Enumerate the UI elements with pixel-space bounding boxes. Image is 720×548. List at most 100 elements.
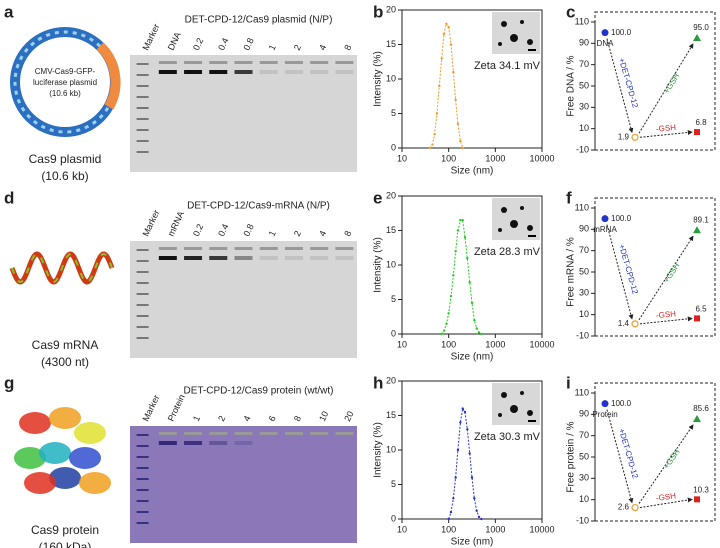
ladder-band — [136, 304, 149, 306]
x-tick-label: 100 — [441, 153, 456, 163]
tem-particle — [510, 34, 518, 42]
size-point — [470, 476, 474, 479]
ladder-band — [136, 522, 149, 524]
arrow-label: +GSH — [662, 447, 682, 470]
tem-particle — [527, 410, 533, 416]
y-tick-label: 10 — [579, 494, 589, 504]
x-tick-label: 1000 — [485, 153, 505, 163]
tem-particle — [498, 42, 502, 46]
well — [184, 247, 203, 250]
size-point — [456, 229, 460, 232]
panel-label: f — [566, 188, 572, 207]
size-point — [461, 407, 464, 410]
lane-label: 8 — [342, 229, 353, 238]
well — [284, 61, 303, 64]
lane-label: 4 — [317, 43, 328, 52]
data-point — [694, 129, 700, 136]
lane-label: mRNA — [166, 210, 186, 238]
data-point — [693, 34, 701, 41]
tem-inset — [492, 12, 540, 54]
value-label: 89.1 — [693, 215, 709, 224]
size-point — [449, 43, 453, 46]
arrow — [606, 224, 634, 320]
size-point — [447, 517, 450, 521]
arrow — [639, 316, 693, 325]
y-tick-label: 10 — [386, 444, 396, 454]
protein-domain — [49, 407, 81, 429]
well — [310, 247, 329, 250]
well — [259, 61, 278, 64]
arrow — [606, 38, 634, 134]
size-point — [463, 236, 467, 239]
protein-domain — [19, 412, 51, 434]
plasmid-text: CMV-Cas9-GFP- — [35, 67, 96, 76]
size-point — [466, 256, 469, 260]
plasmid-text: (10.6 kb) — [49, 89, 81, 98]
lane-label: 6 — [267, 414, 278, 423]
schematic-caption: Cas9 mRNA — [32, 338, 99, 352]
x-tick-label: 1000 — [485, 524, 505, 534]
gel-band — [184, 441, 203, 445]
point-label: mRNA — [593, 225, 617, 234]
arrow-label: -GSH — [656, 123, 677, 134]
x-tick-label: 10 — [397, 339, 407, 349]
lane-label: 2 — [216, 414, 227, 423]
point-label: DNA — [597, 39, 615, 48]
arrow-label: -GSH — [655, 491, 676, 503]
gel-band — [209, 256, 228, 260]
schematic-detail: (160 kDa) — [39, 540, 92, 548]
ladder-band — [136, 467, 149, 469]
size-point — [449, 294, 453, 298]
size-point — [433, 133, 436, 136]
x-tick-label: 100 — [441, 524, 456, 534]
ladder-band — [136, 140, 149, 142]
protein-domain — [14, 447, 46, 469]
ladder-band — [136, 63, 149, 65]
gel-band — [284, 256, 303, 260]
size-point — [470, 301, 474, 305]
schematic-detail: (10.6 kb) — [41, 169, 88, 183]
ladder-band — [136, 249, 149, 251]
y-tick-label: 50 — [579, 80, 589, 90]
lane-label: DNA — [166, 30, 183, 51]
gel-band — [234, 441, 253, 445]
x-tick-label: 10 — [397, 524, 407, 534]
well — [310, 61, 329, 64]
value-label: 1.4 — [618, 319, 630, 328]
data-point — [693, 415, 701, 423]
well — [335, 432, 354, 435]
y-tick-label: 30 — [579, 288, 589, 298]
gel-band — [158, 256, 177, 260]
y-tick-label: -10 — [576, 330, 589, 340]
lane-label: 1 — [267, 229, 278, 238]
ladder-band — [136, 511, 149, 513]
x-tick-label: 10000 — [529, 339, 554, 349]
size-point — [459, 218, 462, 222]
size-point — [454, 98, 457, 101]
well — [284, 432, 303, 435]
gel-band — [259, 256, 278, 260]
ladder-band — [136, 478, 149, 480]
y-tick-label: 50 — [579, 266, 589, 276]
tem-inset — [492, 198, 540, 240]
panel-label: h — [373, 373, 383, 392]
x-tick-label: 1000 — [485, 339, 505, 349]
data-point — [601, 400, 609, 408]
well — [259, 432, 278, 435]
lane-label: 20 — [342, 410, 355, 423]
tem-particle — [510, 220, 518, 228]
size-point — [435, 112, 439, 115]
y-tick-label: 30 — [579, 102, 589, 112]
ladder-band — [136, 434, 149, 436]
arrow — [638, 235, 694, 321]
well — [209, 61, 228, 64]
y-tick-label: 0 — [391, 328, 396, 338]
y-tick-label: 70 — [579, 245, 589, 255]
gel-band — [234, 256, 253, 260]
y-tick-label: 110 — [575, 387, 589, 397]
x-tick-label: 100 — [441, 339, 456, 349]
gel-band — [209, 70, 228, 74]
y-tick-label: 15 — [386, 225, 396, 235]
ladder-band — [136, 260, 149, 262]
x-axis-label: Size (nm) — [451, 166, 494, 177]
